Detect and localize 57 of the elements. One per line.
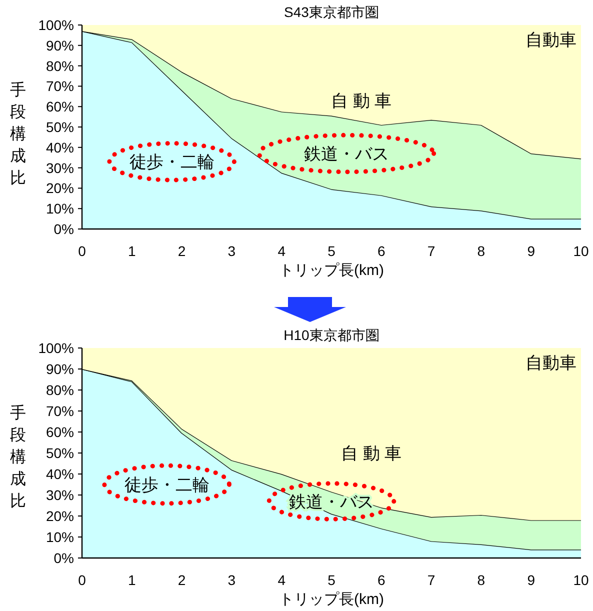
y-tick-label: 0% <box>54 221 74 237</box>
series-label: 徒歩・二輪 <box>124 476 210 494</box>
chart-title: H10東京都市圏 <box>284 327 380 343</box>
y-axis-title: 手段構成比 <box>10 404 26 510</box>
x-tick-label: 2 <box>178 243 186 259</box>
x-tick-label: 1 <box>128 572 136 588</box>
x-tick-label: 6 <box>378 243 386 259</box>
chart-title: S43東京都市圏 <box>284 4 379 20</box>
y-tick-label: 40% <box>46 139 74 156</box>
y-tick-label: 80% <box>46 58 74 74</box>
x-tick-label: 0 <box>78 572 86 588</box>
y-axis-title: 手段構成比 <box>10 81 26 187</box>
x-tick-label: 4 <box>278 243 286 259</box>
x-tick-label: 3 <box>228 243 236 259</box>
y-tick-label: 50% <box>46 119 74 135</box>
x-tick-label: 9 <box>527 243 536 259</box>
x-tick-label: 4 <box>278 572 286 588</box>
y-tick-label: 60% <box>46 98 74 115</box>
x-tick-label: 8 <box>477 243 486 259</box>
x-axis-title: トリップ長(km) <box>279 262 384 279</box>
y-tick-label: 70% <box>46 78 74 94</box>
x-tick-label: 7 <box>427 572 436 588</box>
x-tick-label: 7 <box>427 243 436 259</box>
x-tick-label: 0 <box>78 243 86 259</box>
y-tick-label: 0% <box>54 550 74 566</box>
x-tick-label: 1 <box>128 243 136 259</box>
y-tick-label: 90% <box>46 361 74 377</box>
x-tick-label: 8 <box>477 572 486 588</box>
series-label: 自 動 車 <box>341 444 402 463</box>
y-tick-label: 70% <box>46 403 74 419</box>
y-tick-label: 80% <box>46 382 74 398</box>
series-label: 鉄道・バス <box>304 144 389 164</box>
x-axis-title: トリップ長(km) <box>279 591 384 608</box>
y-tick-label: 100% <box>38 17 74 33</box>
y-tick-label: 60% <box>46 424 74 440</box>
y-tick-label: 30% <box>46 160 74 176</box>
x-tick-label: 6 <box>378 572 386 588</box>
y-tick-label: 90% <box>46 37 74 54</box>
annotation: 自動車 <box>526 354 577 373</box>
x-tick-label: 5 <box>328 572 336 588</box>
y-tick-label: 100% <box>38 340 74 356</box>
y-tick-label: 10% <box>46 529 74 545</box>
x-tick-label: 5 <box>328 243 336 259</box>
y-tick-label: 20% <box>46 508 74 524</box>
annotation: 自動車 <box>526 30 577 50</box>
y-tick-label: 30% <box>46 487 74 503</box>
y-tick-label: 40% <box>46 466 74 482</box>
y-tick-label: 50% <box>46 445 74 461</box>
x-tick-label: 3 <box>228 572 236 588</box>
y-tick-label: 10% <box>46 200 74 217</box>
x-tick-label: 9 <box>527 572 536 588</box>
series-label: 自 動 車 <box>331 91 392 110</box>
series-label: 徒歩・二輪 <box>129 152 214 172</box>
x-tick-label: 2 <box>178 572 186 588</box>
x-tick-label: 10 <box>573 572 589 588</box>
x-tick-label: 10 <box>573 243 589 259</box>
y-tick-label: 20% <box>46 180 74 196</box>
